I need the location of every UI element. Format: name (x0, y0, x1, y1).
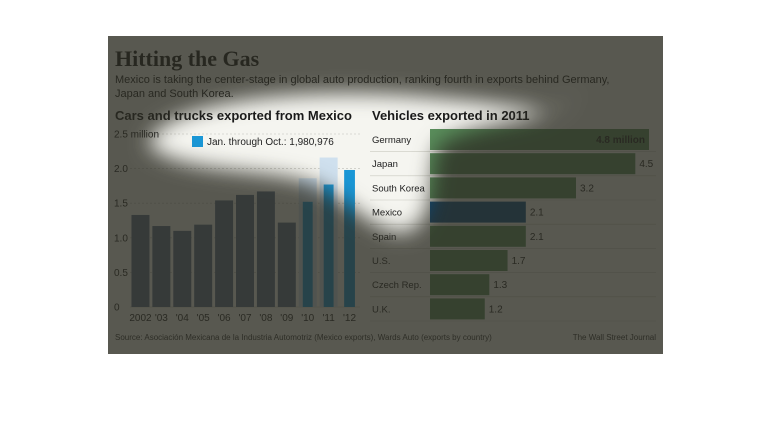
left-chart-title: Cars and trucks exported from Mexico (115, 108, 352, 123)
bar-07 (236, 194, 254, 307)
bar-09 (277, 222, 296, 307)
x-tick-label: '06 (218, 313, 231, 324)
x-tick-label: '08 (259, 313, 272, 324)
value-label: 4.8 million (596, 135, 645, 146)
hbar-u-k- (430, 298, 485, 320)
category-label-u-k-: U.K. (372, 304, 390, 315)
hbar-u-s- (430, 250, 508, 271)
value-label: 2.1 (530, 208, 544, 219)
bar-06 (215, 200, 234, 307)
y-tick-label: 0.5 (114, 268, 128, 279)
category-label-czech-rep-: Czech Rep. (372, 280, 422, 291)
chart-graphic: Hitting the Gas Mexico is taking the cen… (108, 36, 663, 354)
value-label: 3.2 (580, 183, 594, 194)
x-tick-label: '11 (322, 313, 335, 324)
bar-jan-oct-11 (323, 184, 334, 307)
x-tick-label: '04 (176, 313, 189, 324)
bar-jan-oct-12 (344, 169, 355, 307)
y-tick-label: 2.0 (114, 164, 128, 175)
x-tick-label: '09 (280, 313, 293, 324)
legend-swatch (192, 136, 203, 147)
category-label-south-korea: South Korea (372, 183, 426, 194)
value-label: 1.7 (512, 256, 526, 267)
category-label-japan: Japan (372, 159, 398, 170)
y-tick-label: 1.0 (114, 233, 128, 244)
graphic-subtitle-line2: Japan and South Korea. (115, 88, 234, 100)
legend-label: Jan. through Oct.: 1,980,976 (207, 137, 334, 148)
y-tick-label: 2.5 million (114, 130, 159, 141)
hbar-czech-rep- (430, 274, 490, 296)
x-tick-label: '10 (301, 313, 314, 324)
bar-jan-oct-10 (302, 201, 313, 307)
graphic-subtitle-line1: Mexico is taking the center-stage in glo… (115, 74, 609, 86)
hbar-south-korea (430, 177, 576, 199)
category-label-mexico: Mexico (372, 208, 402, 219)
x-tick-label: 2002 (129, 313, 152, 324)
bar-04 (173, 230, 192, 307)
category-label-spain: Spain (372, 232, 396, 243)
hbar-spain (430, 225, 526, 247)
graphic-title: Hitting the Gas (115, 46, 260, 71)
x-tick-label: '07 (238, 313, 251, 324)
x-tick-label: '03 (155, 313, 168, 324)
category-label-germany: Germany (372, 135, 411, 146)
chart-canvas: Hitting the Gas Mexico is taking the cen… (114, 46, 657, 342)
source-note: Source: Asociación Mexicana de la Indust… (115, 333, 492, 342)
value-label: 2.1 (530, 232, 544, 243)
value-label: 1.3 (493, 280, 507, 291)
bar-08 (256, 191, 275, 307)
x-tick-label: '12 (343, 313, 356, 324)
credit: The Wall Street Journal (573, 333, 657, 342)
right-chart-title: Vehicles exported in 2011 (372, 108, 530, 123)
legend: Jan. through Oct.: 1,980,976 (192, 136, 334, 148)
bar-03 (152, 226, 171, 307)
bar-2002 (131, 214, 150, 307)
bar-05 (194, 224, 213, 307)
y-tick-label: 0 (114, 303, 120, 314)
y-tick-label: 1.5 (114, 199, 128, 210)
value-label: 4.5 (639, 159, 653, 170)
hbar-mexico (430, 201, 526, 223)
x-tick-label: '05 (197, 313, 210, 324)
category-label-u-s-: U.S. (372, 256, 390, 267)
value-label: 1.2 (489, 304, 503, 315)
hbar-japan (430, 153, 636, 175)
